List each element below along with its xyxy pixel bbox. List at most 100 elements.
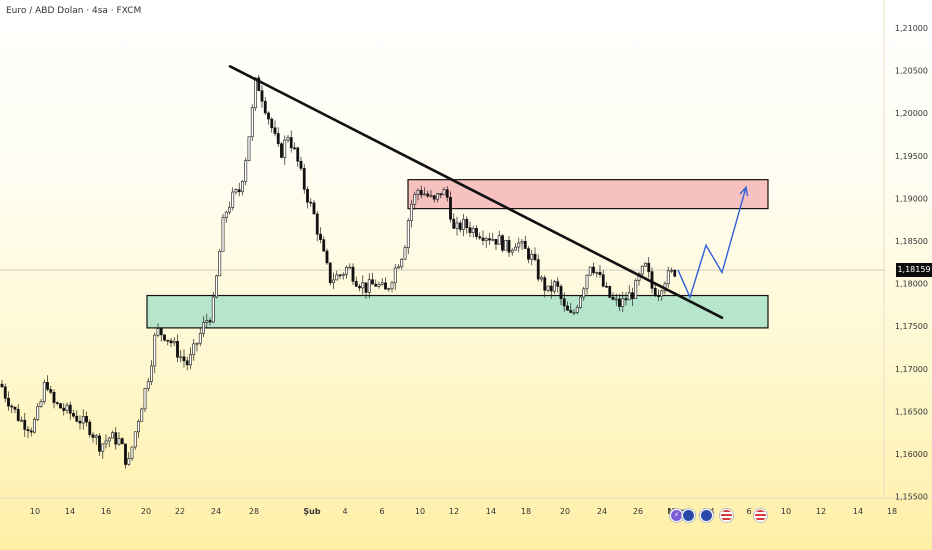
candle <box>530 253 534 260</box>
candle <box>387 288 391 290</box>
candle <box>52 392 56 403</box>
candle <box>556 281 560 287</box>
candle <box>10 405 14 408</box>
candle <box>426 193 430 197</box>
candle <box>351 266 355 282</box>
candle <box>218 250 222 277</box>
candle <box>618 298 621 307</box>
candle <box>413 194 417 205</box>
candle <box>263 100 267 114</box>
x-tick-label: 14 <box>853 507 863 516</box>
candle <box>75 415 79 422</box>
x-tick-label: 10 <box>415 507 425 516</box>
candle <box>540 277 543 280</box>
candle <box>65 404 69 411</box>
candle <box>452 218 456 229</box>
candle <box>614 298 618 301</box>
candle <box>309 201 313 204</box>
candle <box>595 271 599 274</box>
candle <box>390 282 394 289</box>
economic-event-us-flag-icon[interactable] <box>720 509 733 522</box>
candle <box>101 443 105 452</box>
candle <box>146 381 150 389</box>
candle <box>260 90 264 102</box>
candle <box>137 421 140 433</box>
x-tick-label: 12 <box>816 507 826 516</box>
candle <box>221 217 225 252</box>
candle <box>491 239 495 241</box>
candle <box>234 189 238 193</box>
candle <box>608 285 612 298</box>
candle <box>114 432 118 445</box>
candle <box>322 239 326 252</box>
y-tick-label: 1,18500 <box>895 237 928 246</box>
candle <box>559 286 563 300</box>
support-zone <box>146 294 769 329</box>
candle <box>332 279 335 284</box>
candle <box>442 189 446 196</box>
candle <box>455 222 459 229</box>
x-tick-label: 14 <box>486 507 496 516</box>
candle <box>631 292 634 299</box>
candle <box>68 404 72 414</box>
candle <box>244 160 248 182</box>
candle <box>176 340 179 358</box>
y-tick-label: 1,17000 <box>895 365 928 374</box>
economic-event-eu-icon[interactable] <box>682 509 695 522</box>
candle <box>358 286 361 289</box>
candle <box>569 310 573 313</box>
candle <box>673 269 677 277</box>
candle <box>527 248 530 260</box>
candle <box>36 406 40 420</box>
candle <box>445 189 449 198</box>
candle <box>624 298 628 301</box>
candle <box>104 440 108 445</box>
candle <box>254 77 257 109</box>
candle <box>166 339 170 342</box>
candle <box>150 365 153 382</box>
economic-event-us-flag-icon[interactable] <box>754 509 767 522</box>
candle <box>579 296 582 308</box>
candle <box>478 236 482 239</box>
candle <box>299 160 303 169</box>
y-tick-label: 1,19500 <box>895 152 928 161</box>
candle <box>163 334 166 341</box>
candle <box>33 419 36 433</box>
candle <box>367 279 371 293</box>
candle <box>241 181 244 193</box>
candle <box>46 381 49 390</box>
candle <box>215 275 218 298</box>
candle <box>231 191 235 208</box>
candle <box>468 227 472 234</box>
candle <box>283 139 287 158</box>
candle <box>345 266 348 275</box>
candle <box>338 274 342 277</box>
candle <box>289 137 293 149</box>
candle <box>273 127 277 134</box>
candle <box>85 416 88 423</box>
candle <box>653 287 657 296</box>
candle <box>169 340 173 344</box>
candle <box>20 419 23 422</box>
candle <box>439 193 443 196</box>
candle <box>192 343 196 355</box>
candle <box>29 430 33 433</box>
candle <box>380 282 384 285</box>
candle <box>393 267 397 284</box>
candle <box>228 207 231 213</box>
candle <box>657 295 660 297</box>
candle <box>267 112 270 120</box>
projection-path <box>677 187 747 300</box>
candle <box>208 320 212 323</box>
candle <box>510 249 514 253</box>
candle <box>306 188 309 203</box>
candle <box>328 262 332 284</box>
candle <box>605 285 608 288</box>
economic-event-eu-icon[interactable] <box>700 509 713 522</box>
x-tick-label: 18 <box>521 507 531 516</box>
candle <box>124 443 127 465</box>
candle <box>130 446 134 459</box>
candle <box>111 432 114 439</box>
candle <box>247 136 251 161</box>
